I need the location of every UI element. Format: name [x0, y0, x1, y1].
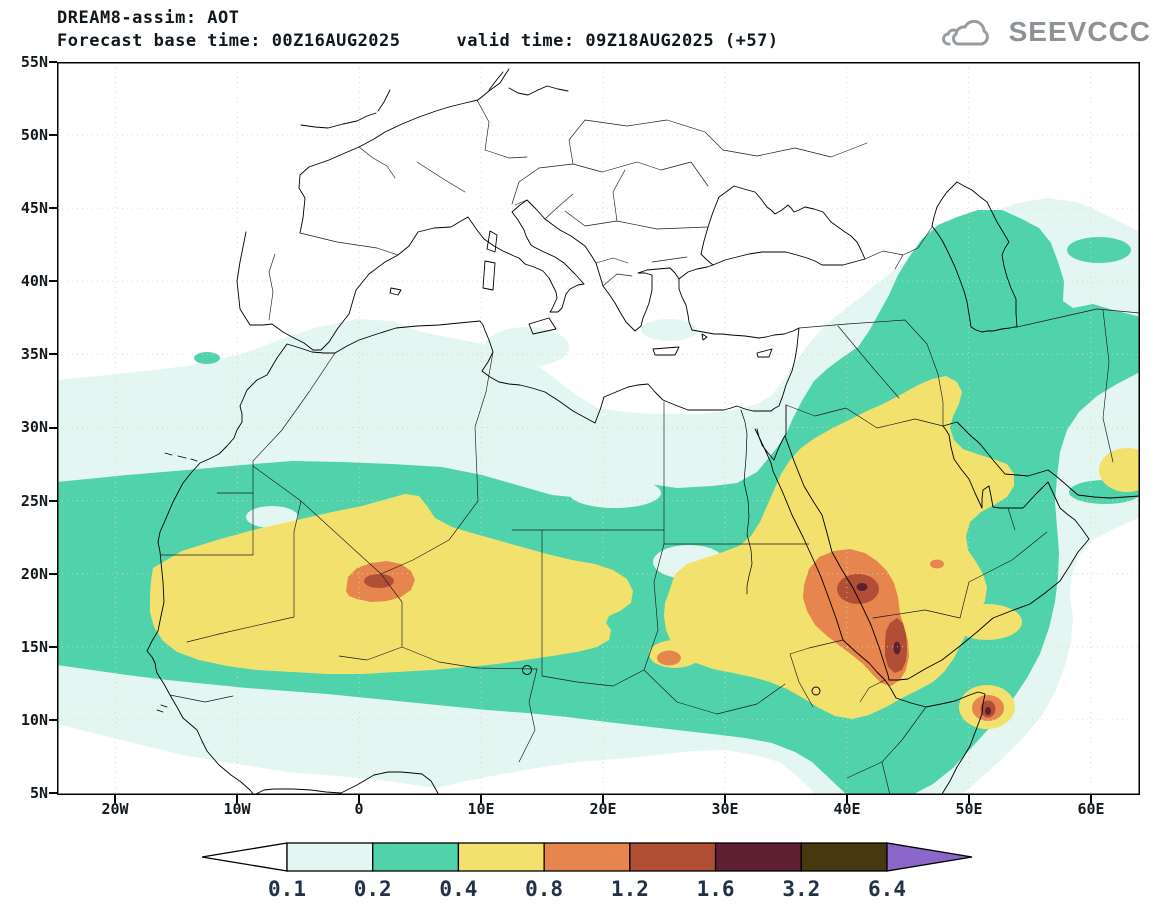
lat-axis-label: 25N — [20, 492, 48, 510]
colorbar-label: 0.8 — [525, 877, 563, 901]
aot-region-0.4-east — [664, 376, 1014, 719]
colorbar: 0.1 0.2 0.4 0.8 1.2 1.6 3.2 6.4 — [201, 842, 973, 901]
aot-region-1.6-sudan — [856, 583, 868, 591]
lon-tick — [236, 795, 238, 803]
lat-axis-label: 5N — [29, 784, 48, 802]
graticule-grid — [57, 62, 1140, 795]
aot-region-1.6-horn — [985, 707, 991, 715]
aot-patch-0.4-yemen — [952, 604, 1022, 640]
map-frame — [57, 62, 1140, 795]
lon-tick — [602, 795, 604, 803]
lon-axis-label: 0 — [354, 800, 364, 818]
lat-axis-label: 35N — [20, 345, 48, 363]
forecast-base-time: Forecast base time: 00Z16AUG2025 — [57, 31, 401, 51]
page-title: DREAM8-assim: AOT — [57, 8, 240, 28]
colorbar-label: 0.4 — [439, 877, 477, 901]
lat-axis-label: 15N — [20, 638, 48, 656]
lat-axis-label: 50N — [20, 126, 48, 144]
aot-region-1.6-redsea — [893, 641, 901, 655]
aot-contour-fills — [57, 198, 1155, 795]
aot-patch-0.2-atlantic — [194, 352, 220, 364]
country-borders — [160, 99, 1141, 796]
lon-axis-label: 10W — [223, 800, 251, 818]
colorbar-label: 1.2 — [611, 877, 649, 901]
lon-tick — [1090, 795, 1092, 803]
lat-axis-label: 45N — [20, 199, 48, 217]
coastlines — [146, 68, 1141, 796]
forecast-times: Forecast base time: 00Z16AUG2025 valid ti… — [57, 31, 779, 51]
lon-axis-label: 20E — [589, 800, 617, 818]
logo-text: SEEVCCC — [1008, 16, 1151, 47]
colorbar-segment — [372, 842, 460, 872]
lon-tick — [968, 795, 970, 803]
lat-tick — [49, 573, 57, 575]
lon-axis-label: 60E — [1077, 800, 1105, 818]
aot-region-0.8-arabia — [930, 559, 944, 569]
aot-region-0.8-darfur — [657, 650, 681, 666]
lat-axis-label: 20N — [20, 565, 48, 583]
lon-axis-label: 50E — [955, 800, 983, 818]
lat-axis-label: 30N — [20, 418, 48, 436]
map-canvas — [57, 62, 1155, 796]
colorbar-label: 1.6 — [697, 877, 735, 901]
lat-tick — [49, 280, 57, 282]
aot-region-0.8-sudan — [803, 549, 909, 686]
colorbar-segment — [800, 842, 888, 872]
lat-tick — [49, 792, 57, 794]
lon-axis-label: 10E — [467, 800, 495, 818]
lat-axis-label: 55N — [20, 53, 48, 71]
colorbar-segment — [714, 842, 802, 872]
lat-tick — [49, 427, 57, 429]
lat-tick — [49, 646, 57, 648]
map — [57, 62, 1155, 796]
colorbar-arrow-above — [886, 842, 973, 872]
lat-tick — [49, 61, 57, 63]
lon-tick — [114, 795, 116, 803]
cloud-icon — [941, 19, 989, 46]
lat-tick — [49, 207, 57, 209]
aot-patch-0.1-sicily — [485, 327, 569, 367]
lat-tick — [49, 500, 57, 502]
colorbar-segment — [543, 842, 631, 872]
colorbar-label: 0.1 — [268, 877, 306, 901]
colorbar-label: 0.2 — [354, 877, 392, 901]
lat-axis-label: 40N — [20, 272, 48, 290]
colorbar-segment — [457, 842, 545, 872]
lon-axis-label: 40E — [833, 800, 861, 818]
lon-tick — [480, 795, 482, 803]
colorbar-arrow-below — [201, 842, 288, 872]
lon-axis-label: 30E — [711, 800, 739, 818]
lon-tick — [358, 795, 360, 803]
lon-tick — [724, 795, 726, 803]
valid-time: valid time: 09Z18AUG2025 (+57) — [456, 31, 779, 51]
lon-axis-label: 20W — [101, 800, 129, 818]
colorbar-label: 6.4 — [868, 877, 906, 901]
seevccc-logo: SEEVCCC — [941, 14, 1151, 50]
aot-region-1.2-mali-core — [364, 574, 394, 588]
colorbar-label: 3.2 — [782, 877, 820, 901]
aot-hole-libya — [569, 478, 661, 508]
aot-patch-0.2-caspian-east — [1067, 237, 1131, 263]
lat-tick — [49, 719, 57, 721]
lat-axis-label: 10N — [20, 711, 48, 729]
colorbar-segment — [286, 842, 374, 872]
lat-tick — [49, 134, 57, 136]
aot-hole-mauritania — [246, 506, 298, 528]
lon-tick — [846, 795, 848, 803]
lat-tick — [49, 353, 57, 355]
colorbar-segment — [629, 842, 717, 872]
aot-patch-0.1-crete — [641, 319, 697, 341]
